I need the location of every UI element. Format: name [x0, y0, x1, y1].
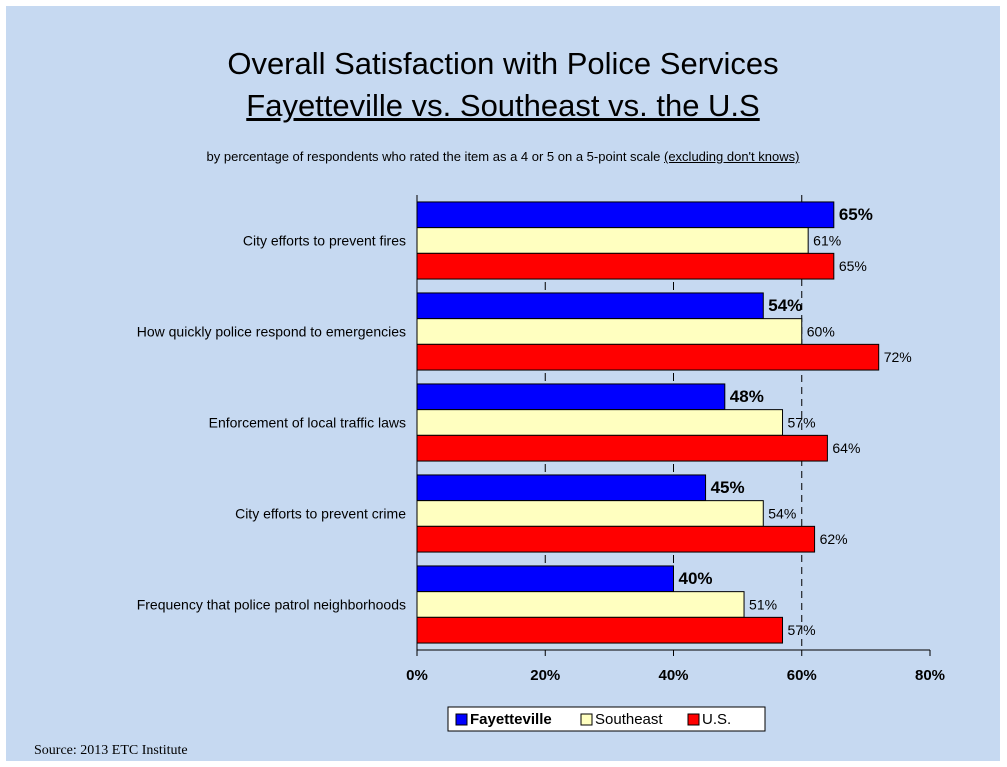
data-label: 65%	[839, 258, 867, 274]
legend-box	[447, 706, 766, 732]
bar	[416, 616, 784, 644]
description-note: (excluding don't knows)	[664, 149, 800, 164]
bar	[416, 525, 816, 553]
bar	[416, 292, 764, 320]
category-label: How quickly police respond to emergencie…	[137, 324, 406, 340]
chart-subtitle-comparison: Fayetteville vs. Southeast vs. the U.S	[246, 88, 760, 123]
chart-description: by percentage of respondents who rated t…	[6, 149, 1000, 164]
bar	[416, 500, 764, 527]
bar	[416, 343, 880, 371]
bar	[416, 474, 707, 502]
x-tick-label: 80%	[915, 667, 945, 684]
x-tick-label: 0%	[406, 667, 428, 684]
x-tick-label: 60%	[787, 667, 817, 684]
data-label: 61%	[813, 233, 841, 249]
x-tick-label: 20%	[530, 667, 560, 684]
data-label: 72%	[884, 349, 912, 365]
data-label: 51%	[749, 597, 777, 613]
bar	[416, 201, 835, 229]
data-label: 57%	[788, 622, 816, 638]
data-label: 48%	[730, 387, 764, 406]
bar	[416, 434, 828, 462]
data-label: 57%	[788, 415, 816, 431]
data-label: 54%	[768, 296, 802, 315]
data-label: 64%	[832, 440, 860, 456]
category-label: City efforts to prevent fires	[243, 233, 406, 249]
description-main: by percentage of respondents who rated t…	[206, 149, 664, 164]
bar	[416, 565, 674, 593]
legend-swatch	[580, 713, 593, 726]
bar	[416, 409, 784, 436]
data-label: 65%	[839, 205, 873, 224]
x-tick-label: 40%	[658, 667, 688, 684]
category-label: Enforcement of local traffic laws	[209, 415, 406, 431]
legend-label: Fayetteville	[470, 711, 552, 728]
legend-label: Southeast	[595, 711, 663, 728]
chart-title: Overall Satisfaction with Police Service…	[227, 46, 779, 81]
source-note: Source: 2013 ETC Institute	[34, 743, 188, 758]
bar	[416, 227, 809, 254]
bar	[416, 383, 726, 411]
bar	[416, 318, 803, 345]
bar	[416, 591, 745, 618]
category-label: Frequency that police patrol neighborhoo…	[137, 597, 406, 613]
data-label: 62%	[820, 531, 848, 547]
legend-swatch	[455, 713, 468, 726]
bar	[416, 252, 835, 280]
category-label: City efforts to prevent crime	[235, 506, 406, 522]
legend-swatch	[687, 713, 700, 726]
data-label: 54%	[768, 506, 796, 522]
data-label: 40%	[679, 569, 713, 588]
data-label: 45%	[711, 478, 745, 497]
data-label: 60%	[807, 324, 835, 340]
legend-label: U.S.	[702, 711, 731, 728]
